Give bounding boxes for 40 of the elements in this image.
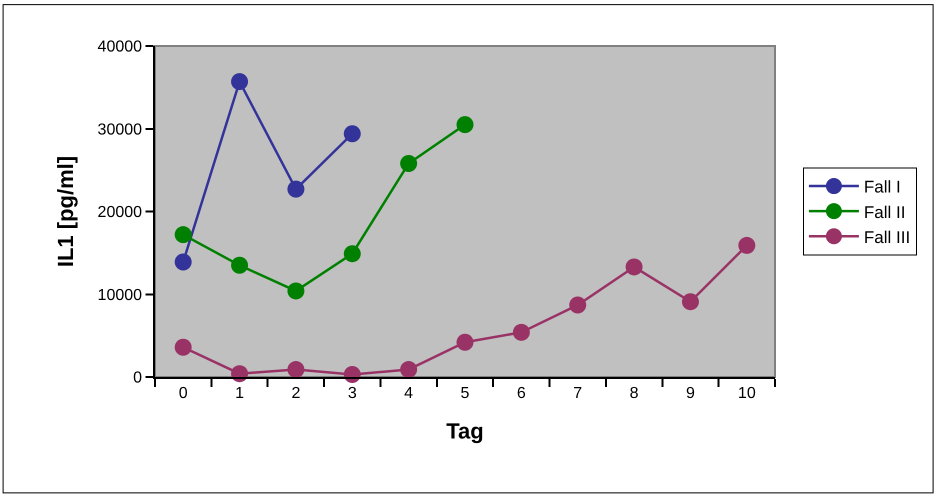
x-tick-label: 2 bbox=[291, 384, 300, 402]
point bbox=[569, 296, 586, 314]
x-tick-label: 9 bbox=[686, 384, 695, 402]
x-tick-label: 3 bbox=[348, 384, 357, 402]
x-tick-label: 7 bbox=[573, 384, 582, 402]
y-tick-label: 20000 bbox=[98, 204, 142, 222]
point bbox=[287, 361, 304, 378]
x-tick-label: 4 bbox=[404, 384, 414, 402]
legend-label: Fall III bbox=[864, 228, 910, 247]
point bbox=[174, 226, 192, 244]
point bbox=[738, 236, 756, 254]
legend-label: Fall II bbox=[864, 202, 906, 222]
x-tick-label: 5 bbox=[460, 384, 470, 402]
y-tick-label: 30000 bbox=[98, 121, 142, 138]
x-tick-label: 6 bbox=[516, 384, 526, 402]
x-tick-label: 1 bbox=[235, 384, 244, 402]
point bbox=[174, 338, 192, 356]
point bbox=[456, 116, 474, 134]
x-tick-label: 0 bbox=[178, 384, 188, 402]
point bbox=[174, 253, 192, 270]
point bbox=[231, 73, 248, 90]
x-axis-title: Tag bbox=[446, 418, 484, 444]
point bbox=[287, 282, 304, 300]
point bbox=[512, 324, 530, 341]
point bbox=[456, 334, 474, 351]
point bbox=[400, 155, 418, 172]
point bbox=[344, 125, 361, 142]
y-axis-title: IL1 [pg/ml] bbox=[52, 156, 78, 268]
y-tick-label: 40000 bbox=[98, 38, 142, 56]
x-tick-label: 10 bbox=[738, 384, 756, 402]
x-tick-label: 8 bbox=[630, 384, 639, 402]
point bbox=[400, 361, 418, 378]
y-tick-label: 0 bbox=[133, 370, 142, 387]
point bbox=[231, 256, 248, 274]
point bbox=[344, 245, 361, 262]
legend-label: Fall I bbox=[864, 178, 901, 197]
point bbox=[626, 258, 643, 276]
y-tick-label: 10000 bbox=[98, 286, 142, 304]
point bbox=[682, 293, 699, 310]
point bbox=[287, 180, 304, 198]
